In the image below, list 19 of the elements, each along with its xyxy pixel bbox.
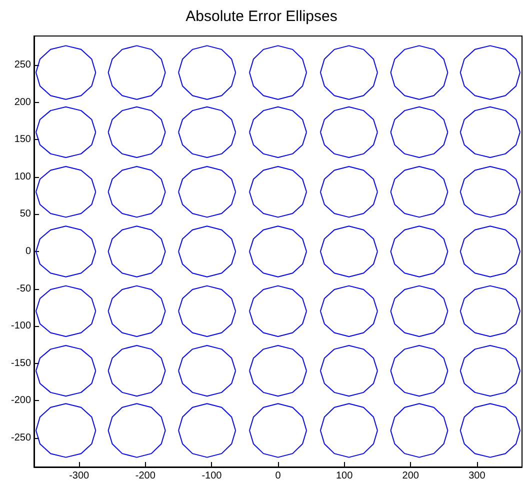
y-tick-label: -250: [10, 432, 32, 444]
y-tick-label: -200: [10, 395, 32, 406]
y-tick-label: 250: [14, 60, 32, 71]
y-tick-label: 50: [20, 208, 32, 220]
x-tick-label: 0: [275, 470, 282, 482]
chart-title: Absolute Error Ellipses: [186, 8, 338, 25]
y-tick-label: 150: [14, 134, 32, 146]
x-tick-label: 200: [402, 470, 420, 482]
y-tick-label: 0: [25, 246, 32, 257]
x-tick-label: 300: [468, 470, 486, 482]
y-tick-label: 100: [14, 171, 32, 182]
x-tick-label: 100: [336, 470, 354, 482]
y-tick-label: -150: [10, 358, 32, 369]
y-tick-label: -50: [16, 283, 32, 294]
y-tick-label: -100: [10, 320, 32, 332]
y-tick-label: 200: [14, 96, 32, 108]
x-tick-label: -300: [69, 470, 90, 482]
x-tick-label: -100: [202, 470, 222, 482]
x-tick-label: -200: [135, 470, 156, 482]
